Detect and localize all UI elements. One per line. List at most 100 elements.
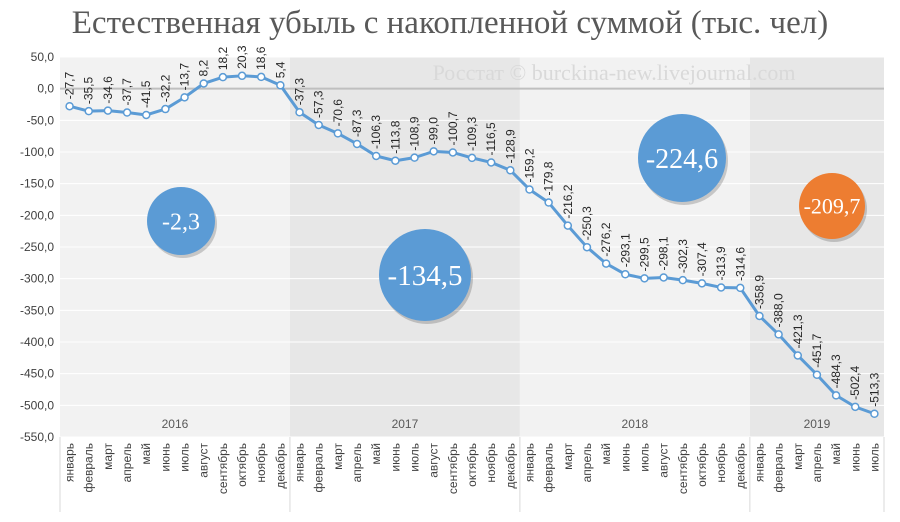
data-point bbox=[774, 330, 783, 339]
x-tick-label: март bbox=[561, 443, 575, 470]
data-point bbox=[697, 279, 707, 288]
data-label: -108,9 bbox=[408, 116, 422, 150]
data-label: -302,3 bbox=[676, 239, 690, 273]
x-tick-label: февраль bbox=[542, 443, 556, 493]
data-label: -34,6 bbox=[101, 76, 115, 104]
data-point bbox=[314, 120, 323, 130]
data-point bbox=[161, 104, 170, 114]
data-point bbox=[755, 311, 764, 321]
data-point bbox=[812, 370, 822, 379]
y-tick-label: -450,0 bbox=[20, 367, 54, 381]
x-tick-label: март bbox=[791, 443, 805, 470]
data-point bbox=[793, 351, 803, 360]
y-tick-label: -200,0 bbox=[20, 208, 54, 222]
y-tick-label: -400,0 bbox=[20, 335, 54, 349]
data-point bbox=[582, 242, 592, 252]
x-tick-label: октябрь bbox=[465, 443, 479, 487]
x-tick-label: май bbox=[369, 443, 383, 465]
data-point bbox=[563, 221, 573, 230]
x-tick-label: март bbox=[101, 443, 115, 470]
data-label: -513,3 bbox=[867, 372, 881, 406]
data-point bbox=[410, 153, 419, 162]
y-tick-label: -500,0 bbox=[20, 398, 54, 412]
data-point bbox=[678, 275, 688, 285]
data-label: -388,0 bbox=[772, 293, 786, 327]
data-point bbox=[391, 156, 400, 165]
data-point bbox=[467, 153, 477, 163]
x-tick-label: декабрь bbox=[733, 443, 747, 489]
x-tick-label: июнь bbox=[388, 443, 402, 472]
x-tick-label: август bbox=[657, 443, 671, 478]
year-label-2018: 2018 bbox=[622, 417, 649, 431]
data-label: -100,7 bbox=[446, 111, 460, 145]
data-label: -116,5 bbox=[484, 122, 498, 155]
data-point bbox=[371, 151, 381, 161]
x-tick-label: март bbox=[331, 443, 345, 470]
data-point bbox=[333, 129, 343, 138]
data-label: -32,2 bbox=[158, 74, 172, 102]
x-tick-label: февраль bbox=[312, 443, 326, 493]
x-tick-label: июнь bbox=[158, 443, 172, 472]
data-point bbox=[122, 108, 132, 117]
data-point bbox=[180, 93, 189, 102]
data-label: -37,7 bbox=[120, 78, 134, 106]
data-point bbox=[103, 106, 113, 115]
data-point bbox=[65, 101, 74, 111]
year-label-2019: 2019 bbox=[804, 417, 831, 431]
bubble-label-2017: -134,5 bbox=[388, 260, 463, 292]
data-label: -502,4 bbox=[848, 366, 862, 400]
x-tick-label: август bbox=[427, 443, 441, 478]
data-point bbox=[659, 273, 668, 282]
x-tick-label: апрель bbox=[580, 443, 594, 482]
bubble-2018 bbox=[638, 114, 726, 202]
x-tick-label: сентябрь bbox=[676, 443, 690, 494]
x-tick-label: август bbox=[197, 443, 211, 478]
x-tick-label: ноябрь bbox=[254, 443, 268, 483]
x-tick-label: май bbox=[139, 443, 153, 465]
data-label: 5,4 bbox=[273, 61, 287, 78]
data-label: -276,2 bbox=[599, 222, 613, 256]
x-tick-label: январь bbox=[752, 443, 766, 482]
chart-title: Естественная убыль с накопленной суммой … bbox=[71, 5, 829, 41]
x-tick-label: октябрь bbox=[695, 443, 709, 487]
data-label: -99,0 bbox=[427, 117, 441, 145]
bubble-2019 bbox=[799, 173, 865, 239]
data-label: -451,7 bbox=[810, 333, 824, 367]
data-label: -159,2 bbox=[522, 148, 536, 182]
data-point bbox=[544, 198, 553, 207]
x-tick-label: декабрь bbox=[503, 443, 517, 489]
x-tick-label: январь bbox=[293, 443, 307, 482]
x-tick-label: июнь bbox=[848, 443, 862, 472]
data-label: -70,6 bbox=[331, 99, 345, 127]
data-label: 8,2 bbox=[197, 59, 211, 76]
data-point bbox=[256, 72, 266, 82]
data-label: 18,2 bbox=[216, 46, 230, 70]
data-point bbox=[199, 79, 208, 88]
y-tick-label: -250,0 bbox=[20, 240, 54, 254]
y-tick-label: 0,0 bbox=[37, 82, 54, 96]
x-tick-label: июнь bbox=[618, 443, 632, 472]
data-point bbox=[716, 283, 726, 292]
year-label-2016: 2016 bbox=[162, 417, 189, 431]
bubble-label-2016: -2,3 bbox=[162, 209, 200, 235]
data-point bbox=[831, 391, 841, 400]
data-point bbox=[141, 110, 151, 120]
data-label: -421,3 bbox=[791, 314, 805, 348]
data-label: -128,9 bbox=[503, 129, 517, 163]
x-tick-label: май bbox=[599, 443, 613, 465]
x-tick-label: апрель bbox=[350, 443, 364, 482]
data-point bbox=[870, 409, 879, 419]
x-tick-label: апрель bbox=[810, 443, 824, 482]
x-tick-label: апрель bbox=[120, 443, 134, 482]
bubble-2017 bbox=[379, 229, 471, 321]
data-label: -106,3 bbox=[369, 115, 383, 149]
x-tick-label: февраль bbox=[82, 443, 96, 493]
y-tick-label: -300,0 bbox=[20, 272, 54, 286]
data-label: -37,3 bbox=[293, 78, 307, 106]
data-point bbox=[506, 166, 515, 175]
data-label: -313,9 bbox=[714, 246, 728, 280]
y-tick-label: -100,0 bbox=[20, 145, 54, 159]
data-label: -41,5 bbox=[139, 80, 153, 108]
